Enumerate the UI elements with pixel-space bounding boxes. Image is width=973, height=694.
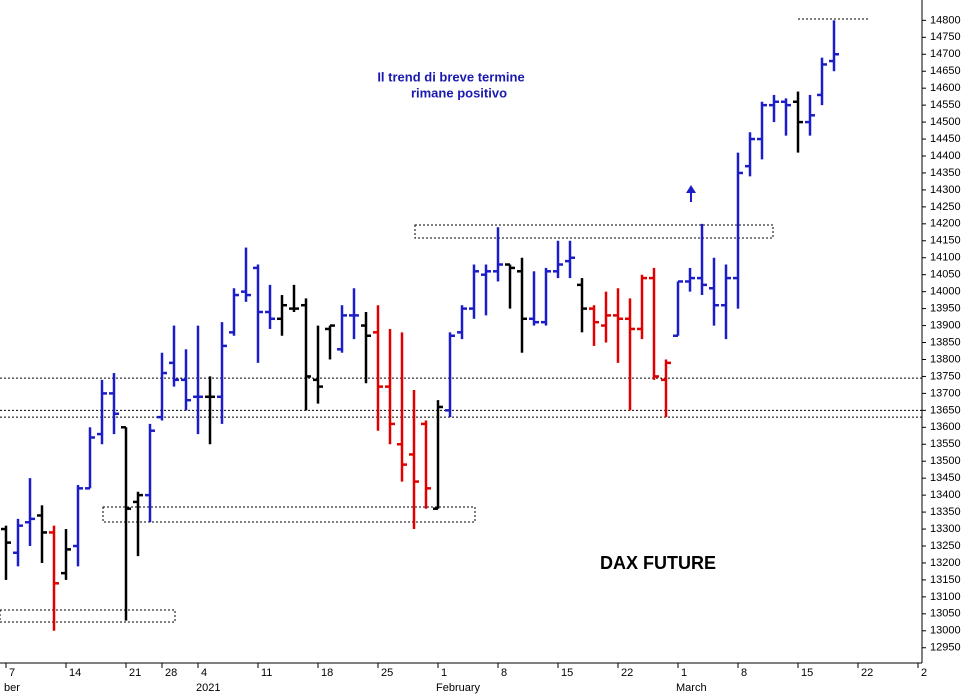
y-tick-label: 13850 <box>930 336 961 348</box>
x-tick-label: 15 <box>561 667 573 679</box>
y-tick-label: 13800 <box>930 353 961 365</box>
chart-label: DAX FUTURE <box>600 553 716 573</box>
y-tick-label: 13050 <box>930 608 961 620</box>
x-tick-label: 14 <box>69 667 81 679</box>
x-tick-label: 2 <box>921 667 927 679</box>
y-tick-label: 14100 <box>930 252 961 264</box>
x-tick-label: 1 <box>441 667 447 679</box>
month-label: 2021 <box>196 682 220 694</box>
y-tick-label: 14150 <box>930 235 961 247</box>
y-tick-label: 14350 <box>930 167 961 179</box>
y-tick-label: 13100 <box>930 591 961 603</box>
y-tick-label: 14300 <box>930 184 961 196</box>
arrow-up <box>686 185 696 202</box>
x-tick-label: 21 <box>129 667 141 679</box>
y-tick-label: 14450 <box>930 133 961 145</box>
y-tick-label: 13500 <box>930 455 961 467</box>
y-tick-label: 13250 <box>930 540 961 552</box>
x-tick-label: 28 <box>165 667 177 679</box>
x-tick-label: 8 <box>501 667 507 679</box>
y-tick-label: 14800 <box>930 14 961 26</box>
y-tick-label: 14600 <box>930 82 961 94</box>
y-tick-label: 12950 <box>930 642 961 654</box>
x-tick-label: 25 <box>381 667 393 679</box>
y-tick-label: 14400 <box>930 150 961 162</box>
x-tick-label: 1 <box>681 667 687 679</box>
y-tick-label: 13700 <box>930 387 961 399</box>
month-label: March <box>676 682 707 694</box>
y-tick-label: 14250 <box>930 201 961 213</box>
y-tick-label: 14200 <box>930 218 961 230</box>
y-tick-label: 13350 <box>930 506 961 518</box>
y-tick-label: 14550 <box>930 99 961 111</box>
support-zone <box>0 609 176 623</box>
x-tick-label: 15 <box>801 667 813 679</box>
x-tick-label: 22 <box>861 667 873 679</box>
y-tick-label: 13650 <box>930 404 961 416</box>
x-tick-label: 11 <box>261 667 272 679</box>
x-tick-label: 8 <box>741 667 747 679</box>
y-tick-label: 13000 <box>930 625 961 637</box>
y-tick-label: 13450 <box>930 472 961 484</box>
x-tick-label: 4 <box>201 667 207 679</box>
x-tick-label: 7 <box>9 667 15 679</box>
y-tick-label: 13900 <box>930 319 961 331</box>
y-tick-label: 14500 <box>930 116 961 128</box>
y-tick-label: 13200 <box>930 557 961 569</box>
y-tick-label: 13550 <box>930 438 961 450</box>
note: Il trend di breve termine <box>377 69 524 84</box>
y-tick-label: 14650 <box>930 65 961 77</box>
support-zone <box>102 506 476 523</box>
y-tick-label: 13950 <box>930 303 961 315</box>
x-tick-label: 18 <box>321 667 333 679</box>
x-tick-label: 22 <box>621 667 633 679</box>
y-tick-label: 13300 <box>930 523 961 535</box>
zones <box>0 18 868 623</box>
y-tick-label: 13150 <box>930 574 961 586</box>
month-label: ber <box>4 682 20 694</box>
y-tick-label: 13600 <box>930 421 961 433</box>
y-tick-label: 14750 <box>930 31 961 43</box>
y-tick-label: 14000 <box>930 286 961 298</box>
y-tick-label: 14050 <box>930 269 961 281</box>
note: rimane positivo <box>411 85 507 100</box>
month-label: February <box>436 682 481 694</box>
resistance-zone <box>414 224 774 239</box>
y-tick-label: 14700 <box>930 48 961 60</box>
y-tick-label: 13750 <box>930 370 961 382</box>
y-tick-label: 13400 <box>930 489 961 501</box>
